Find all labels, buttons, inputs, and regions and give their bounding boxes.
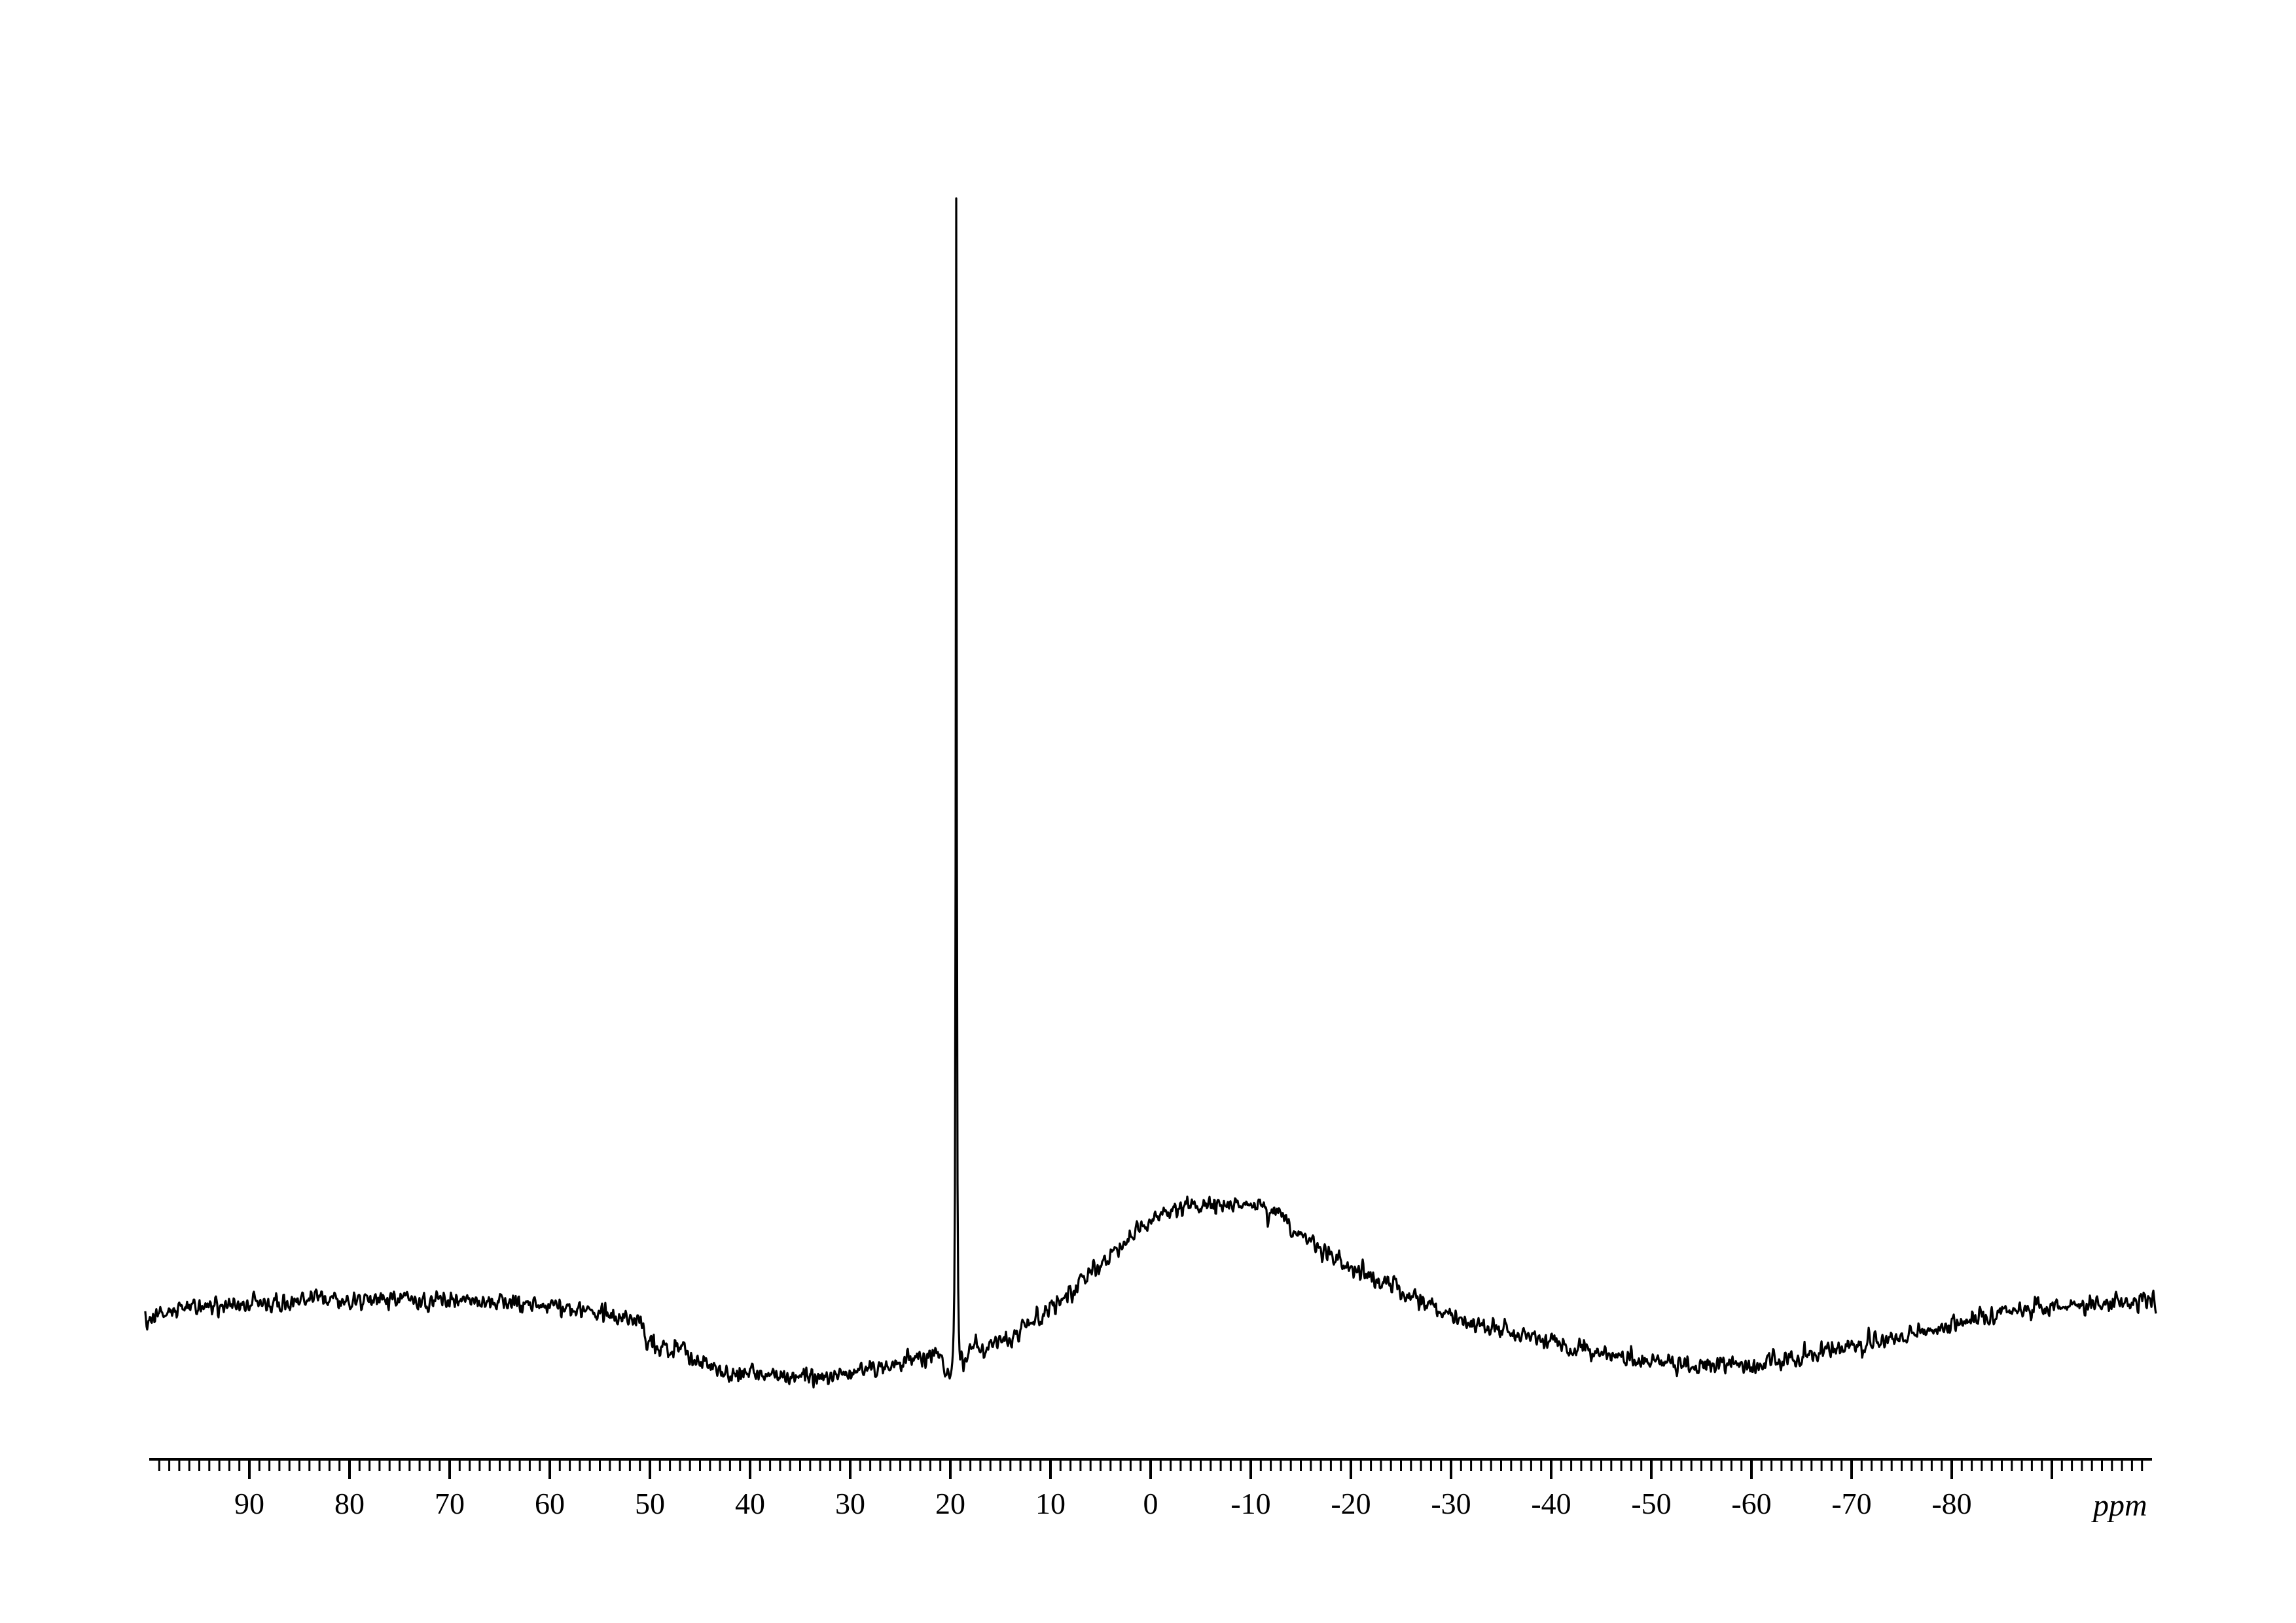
svg-text:60: 60 [535,1487,565,1520]
svg-text:50: 50 [635,1487,665,1520]
svg-text:-50: -50 [1631,1487,1671,1520]
svg-text:90: 90 [234,1487,264,1520]
svg-text:-30: -30 [1431,1487,1471,1520]
svg-text:10: 10 [1035,1487,1066,1520]
svg-text:-20: -20 [1331,1487,1371,1520]
svg-text:-70: -70 [1831,1487,1871,1520]
svg-text:-60: -60 [1731,1487,1771,1520]
svg-text:40: 40 [735,1487,765,1520]
svg-text:-10: -10 [1230,1487,1270,1520]
svg-text:-40: -40 [1531,1487,1571,1520]
svg-text:20: 20 [935,1487,965,1520]
svg-text:ppm: ppm [2091,1488,2147,1523]
svg-text:0: 0 [1143,1487,1158,1520]
svg-text:-80: -80 [1931,1487,1971,1520]
svg-text:30: 30 [835,1487,865,1520]
svg-text:80: 80 [334,1487,365,1520]
svg-text:70: 70 [435,1487,465,1520]
